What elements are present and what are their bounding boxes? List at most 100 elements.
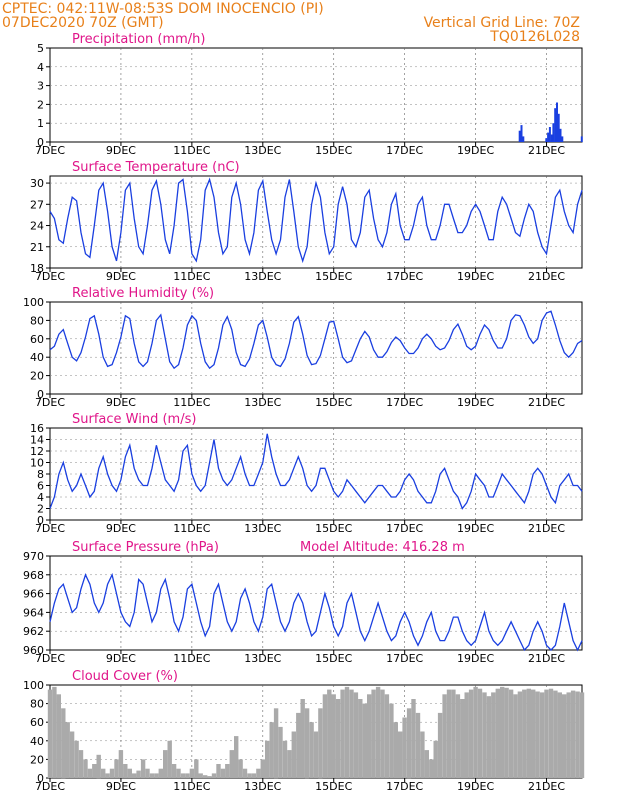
cloud-bar <box>367 694 372 778</box>
cloud-bar <box>229 750 234 778</box>
temp-series-line <box>49 177 583 264</box>
wind-xtick-label: 11DEC <box>173 522 210 535</box>
cloud-bar <box>522 689 527 778</box>
pressure-xtick-label: 7DEC <box>35 652 65 665</box>
rh-xtick-label: 7DEC <box>35 396 65 409</box>
cloud-bar <box>539 692 545 778</box>
cloud-bar <box>491 692 496 778</box>
cloud-bar <box>313 731 319 778</box>
precip-bar <box>561 136 564 142</box>
cloud-bar <box>242 768 248 778</box>
cloud-bar <box>211 773 217 778</box>
cloud-xtick-label: 7DEC <box>35 780 65 793</box>
cloud-bar <box>442 694 447 778</box>
wind-ytick-label: 0 <box>37 514 44 527</box>
wind-xtick-label: 17DEC <box>386 522 423 535</box>
header: CPTEC: 042:11W-08:53S DOM INOCENCIO (PI)… <box>0 0 618 45</box>
precip-ytick-label: 3 <box>37 80 44 93</box>
temp-ytick-label: 27 <box>30 198 44 211</box>
cloud-bar <box>526 688 531 778</box>
cloud-bar <box>389 703 394 778</box>
cloud-bar <box>362 703 367 778</box>
cloud-bar <box>234 736 239 778</box>
cloud-bar <box>495 688 500 778</box>
cloud-bar <box>504 687 509 778</box>
cloud-bar <box>544 689 549 778</box>
rh-xtick-label: 19DEC <box>457 396 494 409</box>
cloud-bar <box>105 773 110 778</box>
cloud-bar <box>118 750 124 778</box>
cloud-bar <box>65 722 70 778</box>
cloud-bar <box>278 726 283 778</box>
cloud-bar <box>535 691 540 778</box>
precip-ytick-label: 1 <box>37 117 44 130</box>
rh-frame <box>49 301 583 395</box>
cloud-bar <box>331 694 336 778</box>
precip-bar <box>520 125 523 142</box>
temp-ytick-label: 30 <box>30 177 44 190</box>
cloud-bar <box>132 773 137 778</box>
cloud-bar <box>282 740 288 778</box>
precip-xtick-label: 15DEC <box>315 144 352 157</box>
cloud-ytick-label: 80 <box>30 698 44 711</box>
pressure-ytick-label: 960 <box>23 644 44 657</box>
cloud-bar <box>220 768 226 778</box>
temp-xtick-label: 21DEC <box>528 270 565 283</box>
cloud-xtick-label: 19DEC <box>457 780 494 793</box>
precip-panel: 0 1 2 3 4 5 7DEC 9DEC 11DEC 13DEC 15DEC 17DEC 19DEC 2… <box>35 32 583 157</box>
cloud-bar <box>176 768 181 778</box>
wind-ytick-label: 10 <box>30 457 44 470</box>
precip-bar <box>545 138 548 142</box>
cloud-bar <box>420 731 425 778</box>
cloud-ytick-label: 60 <box>30 716 44 729</box>
cloud-bar <box>486 696 492 778</box>
cloud-xtick-label: 15DEC <box>315 780 352 793</box>
cloud-bar <box>517 691 523 778</box>
cloud-bar <box>114 759 119 778</box>
wind-xtick-label: 15DEC <box>315 522 352 535</box>
cloud-bar <box>56 694 61 778</box>
cloud-bar <box>570 690 576 778</box>
cloud-bar <box>477 688 483 778</box>
cloud-bar <box>384 694 390 778</box>
cloud-xtick-label: 13DEC <box>244 780 281 793</box>
cloud-bar <box>273 708 279 779</box>
rh-ytick-label: 60 <box>30 333 44 346</box>
wind-series-line <box>49 433 583 510</box>
wind-ytick-label: 6 <box>37 480 44 493</box>
temp-xtick-label: 19DEC <box>457 270 494 283</box>
rh-ytick-label: 40 <box>30 351 44 364</box>
cloud-bar <box>74 740 79 778</box>
temp-xtick-label: 7DEC <box>35 270 65 283</box>
cloud-bar <box>464 692 469 778</box>
cloud-bar <box>207 776 212 778</box>
cloud-bar <box>238 759 243 778</box>
precip-ytick-label: 5 <box>37 42 44 55</box>
cloud-bar <box>291 731 296 778</box>
cloud-bar <box>553 690 558 778</box>
rh-panel: 0 20 40 60 80 100 7DEC 9DEC 11DEC 13DEC 15DEC 17DEC… <box>23 286 583 409</box>
cloud-bar <box>531 689 536 778</box>
cloud-bar <box>327 689 332 778</box>
wind-ytick-label: 4 <box>37 491 44 504</box>
cloud-bar <box>140 759 146 778</box>
temp-xtick-label: 13DEC <box>244 270 281 283</box>
cloud-xtick-label: 17DEC <box>386 780 423 793</box>
cloud-bar <box>225 764 230 778</box>
precip-ytick-label: 0 <box>37 136 44 149</box>
cloud-bar <box>402 717 407 778</box>
precip-bar <box>522 136 525 142</box>
cloud-bar <box>69 731 75 778</box>
precip-xtick-label: 7DEC <box>35 144 65 157</box>
pressure-ytick-label: 970 <box>23 550 44 563</box>
wind-xtick-label: 13DEC <box>244 522 281 535</box>
cloud-bar <box>185 773 190 778</box>
pressure-xtick-label: 21DEC <box>528 652 565 665</box>
rh-ytick-label: 0 <box>37 388 44 401</box>
cloud-bar <box>429 759 434 778</box>
cloud-bar <box>189 768 195 778</box>
temp-ytick-label: 24 <box>30 220 44 233</box>
wind-xtick-label: 19DEC <box>457 522 494 535</box>
